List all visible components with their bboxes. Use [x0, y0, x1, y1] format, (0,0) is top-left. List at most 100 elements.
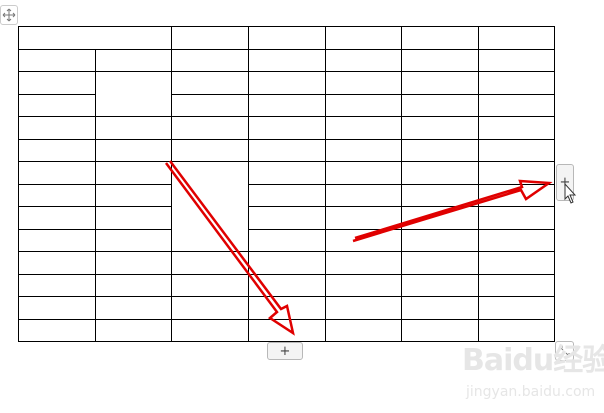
table-cell[interactable]: [171, 26, 249, 50]
table-cell[interactable]: [248, 26, 326, 50]
table-cell[interactable]: [18, 251, 96, 275]
table-resize-handle[interactable]: [555, 341, 574, 361]
table-cell[interactable]: [325, 318, 402, 342]
table-cell[interactable]: [171, 116, 249, 140]
table-cell[interactable]: [325, 71, 402, 95]
table-cell[interactable]: [478, 206, 555, 230]
table-cell[interactable]: [18, 318, 96, 342]
table-cell[interactable]: [18, 138, 96, 162]
table-cell[interactable]: [171, 138, 249, 162]
table-cell[interactable]: [95, 48, 172, 72]
table-cell[interactable]: [248, 251, 326, 275]
table-cell[interactable]: [325, 206, 402, 230]
table-cell[interactable]: [478, 71, 555, 95]
table-row: [18, 296, 555, 320]
table-cell[interactable]: [248, 138, 326, 162]
table-cell[interactable]: [171, 71, 249, 95]
table-cell[interactable]: [248, 206, 326, 230]
table-cell[interactable]: [95, 228, 172, 252]
table-cell[interactable]: [18, 183, 96, 207]
add-column-button[interactable]: +: [267, 342, 303, 360]
table-cell[interactable]: [95, 183, 172, 207]
table-cell[interactable]: [95, 138, 172, 162]
table-cell[interactable]: [248, 318, 326, 342]
table-cell[interactable]: [478, 183, 555, 207]
table-cell[interactable]: [478, 273, 555, 297]
table-cell[interactable]: [478, 138, 555, 162]
table-cell[interactable]: [478, 48, 555, 72]
table-cell[interactable]: [478, 251, 555, 275]
table-cell[interactable]: [18, 228, 96, 252]
table-cell[interactable]: [95, 296, 172, 320]
table-cell[interactable]: [18, 116, 96, 140]
table-cell[interactable]: [478, 161, 555, 185]
table-cell[interactable]: [325, 48, 402, 72]
table-cell[interactable]: [18, 296, 96, 320]
table-cell[interactable]: [248, 161, 326, 185]
add-row-button[interactable]: +: [556, 164, 574, 201]
word-table[interactable]: [18, 26, 555, 342]
table-cell[interactable]: [95, 273, 172, 297]
table-cell[interactable]: [325, 138, 402, 162]
table-cell[interactable]: [401, 26, 479, 50]
table-cell[interactable]: [401, 161, 479, 185]
table-cell[interactable]: [248, 296, 326, 320]
table-cell[interactable]: [248, 228, 326, 252]
table-cell[interactable]: [401, 93, 479, 117]
table-cell[interactable]: [478, 228, 555, 252]
table-cell[interactable]: [325, 26, 402, 50]
table-cell[interactable]: [171, 93, 249, 117]
table-cell[interactable]: [171, 251, 249, 275]
table-cell[interactable]: [95, 251, 172, 275]
table-cell[interactable]: [248, 71, 326, 95]
merged-cell[interactable]: [18, 26, 172, 50]
table-cell[interactable]: [18, 71, 96, 95]
table-cell[interactable]: [95, 318, 172, 342]
table-cell[interactable]: [401, 296, 479, 320]
table-cell[interactable]: [171, 48, 249, 72]
table-cell[interactable]: [95, 161, 172, 185]
table-cell[interactable]: [325, 273, 402, 297]
table-cell[interactable]: [325, 296, 402, 320]
table-cell[interactable]: [171, 318, 249, 342]
table-cell[interactable]: [18, 206, 96, 230]
table-cell[interactable]: [478, 93, 555, 117]
table-cell[interactable]: [325, 93, 402, 117]
table-cell[interactable]: [325, 251, 402, 275]
table-cell[interactable]: [478, 318, 555, 342]
table-cell[interactable]: [18, 48, 96, 72]
table-cell[interactable]: [248, 48, 326, 72]
table-cell[interactable]: [478, 26, 555, 50]
table-cell[interactable]: [18, 273, 96, 297]
table-cell[interactable]: [248, 273, 326, 297]
merged-cell[interactable]: [95, 71, 172, 117]
table-move-handle[interactable]: [0, 5, 18, 25]
table-cell[interactable]: [248, 183, 326, 207]
table-cell[interactable]: [95, 116, 172, 140]
table-cell[interactable]: [401, 228, 479, 252]
table-cell[interactable]: [171, 296, 249, 320]
table-cell[interactable]: [401, 48, 479, 72]
table-cell[interactable]: [401, 318, 479, 342]
table-cell[interactable]: [478, 116, 555, 140]
table-cell[interactable]: [401, 183, 479, 207]
table-cell[interactable]: [401, 251, 479, 275]
table-cell[interactable]: [401, 206, 479, 230]
table-cell[interactable]: [401, 273, 479, 297]
table-cell[interactable]: [95, 206, 172, 230]
plus-icon: +: [559, 175, 571, 190]
table-cell[interactable]: [478, 296, 555, 320]
table-cell[interactable]: [248, 93, 326, 117]
table-cell[interactable]: [325, 183, 402, 207]
table-cell[interactable]: [18, 161, 96, 185]
table-cell[interactable]: [18, 93, 96, 117]
table-cell[interactable]: [325, 228, 402, 252]
table-cell[interactable]: [325, 116, 402, 140]
table-cell[interactable]: [171, 273, 249, 297]
table-cell[interactable]: [248, 116, 326, 140]
table-cell[interactable]: [401, 138, 479, 162]
table-cell[interactable]: [325, 161, 402, 185]
table-cell[interactable]: [401, 116, 479, 140]
merged-cell[interactable]: [171, 161, 249, 252]
table-cell[interactable]: [401, 71, 479, 95]
